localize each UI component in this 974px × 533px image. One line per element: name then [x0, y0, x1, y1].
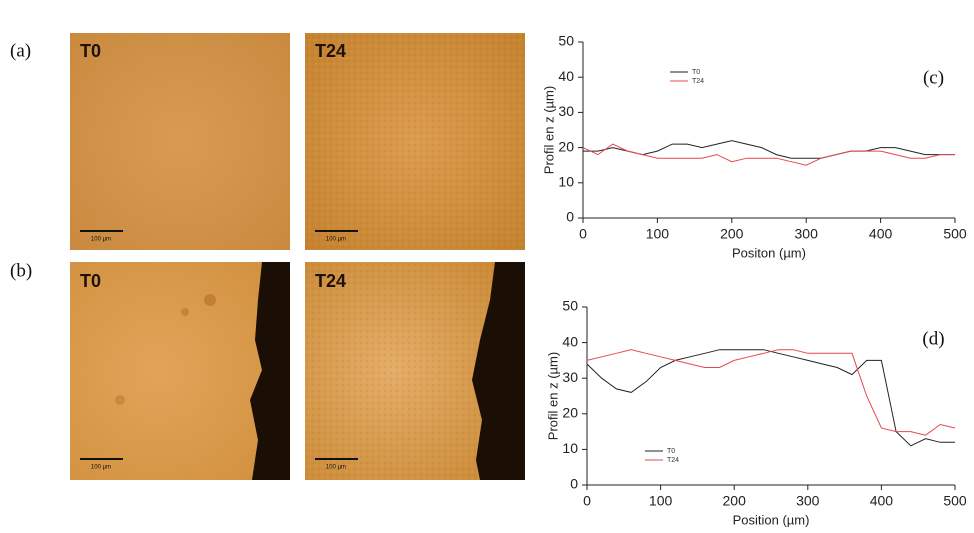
y-axis-label: Profil en z (µm)	[545, 352, 560, 440]
x-tick-label: 500	[943, 226, 967, 242]
x-tick-label: 400	[869, 226, 893, 242]
x-tick-label: 500	[943, 493, 967, 509]
y-tick-label: 0	[566, 209, 574, 225]
series-line	[586, 349, 956, 436]
annotation-box	[912, 62, 955, 96]
image-label: T0	[80, 41, 101, 61]
x-tick-label: 100	[646, 226, 670, 242]
legend-label: T0	[667, 448, 675, 455]
spot	[181, 308, 189, 316]
x-tick-label: 0	[579, 226, 587, 242]
dark-region	[472, 262, 525, 480]
x-tick-label: 300	[795, 226, 819, 242]
scale-label: 100 µm	[326, 465, 346, 471]
x-tick-label: 400	[870, 493, 894, 509]
x-tick-label: 0	[583, 493, 591, 509]
image-label: T24	[315, 271, 346, 291]
y-tick-label: 40	[558, 68, 574, 84]
series-line	[583, 140, 955, 159]
y-tick-label: 20	[562, 405, 578, 421]
y-tick-label: 10	[562, 440, 578, 456]
x-tick-label: 200	[720, 226, 744, 242]
y-tick-label: 0	[570, 476, 578, 492]
micrograph	[70, 33, 290, 250]
x-tick-label: 100	[649, 493, 673, 509]
image-label: T24	[315, 41, 346, 61]
legend-label: T24	[667, 457, 679, 464]
dark-region	[250, 262, 290, 480]
x-tick-label: 200	[723, 493, 747, 509]
annotation-box	[912, 323, 955, 357]
y-tick-label: 20	[558, 138, 574, 154]
scale-label: 100 µm	[91, 465, 111, 471]
spot	[204, 294, 216, 306]
scale-label: 100 µm	[326, 237, 346, 243]
y-axis-label: Profil en z (µm)	[541, 86, 556, 174]
annotation: (c)	[923, 67, 944, 88]
texture	[305, 33, 525, 250]
image-label: T0	[80, 271, 101, 291]
micrograph	[70, 262, 290, 480]
spot	[115, 395, 125, 405]
x-axis-label: Position (µm)	[733, 512, 810, 527]
y-tick-label: 30	[562, 369, 578, 385]
y-tick-label: 30	[558, 103, 574, 119]
annotation: (d)	[922, 328, 944, 349]
x-axis-label: Positon (µm)	[732, 245, 806, 260]
panel-label: (b)	[10, 260, 32, 281]
y-tick-label: 50	[562, 298, 578, 314]
panel-label: (a)	[10, 40, 31, 61]
scale-label: 100 µm	[91, 237, 111, 243]
y-tick-label: 50	[558, 33, 574, 49]
y-tick-label: 40	[562, 333, 578, 349]
x-tick-label: 300	[796, 493, 820, 509]
y-tick-label: 10	[558, 174, 574, 190]
legend-label: T0	[692, 69, 700, 76]
legend-label: T24	[692, 78, 704, 85]
series-line	[582, 143, 955, 166]
